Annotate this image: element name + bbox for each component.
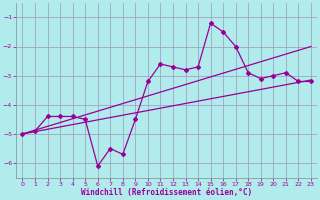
X-axis label: Windchill (Refroidissement éolien,°C): Windchill (Refroidissement éolien,°C): [81, 188, 252, 197]
